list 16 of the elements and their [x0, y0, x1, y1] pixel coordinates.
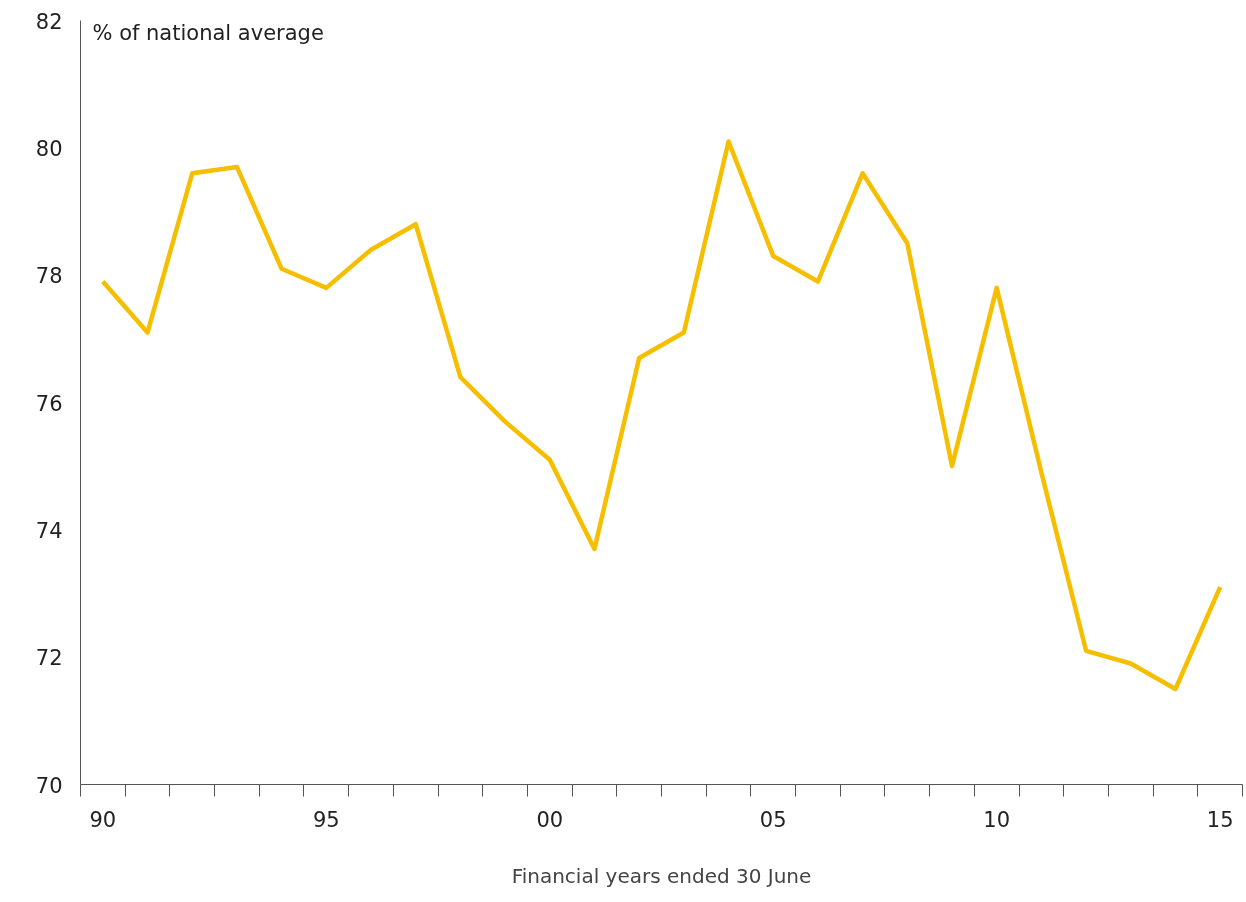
y-tick-label: 76 [35, 391, 63, 416]
y-axis-title: % of national average [92, 20, 324, 45]
x-tick-label: 15 [1206, 807, 1234, 832]
y-tick-label: 74 [35, 518, 63, 543]
x-tick-label: 00 [536, 807, 564, 832]
y-tick-label: 82 [35, 9, 63, 34]
line-series [100, 139, 1223, 692]
y-tick-label: 72 [35, 646, 63, 671]
y-tick-label: 78 [35, 264, 63, 289]
x-tick-label: 05 [759, 807, 787, 832]
y-tick-label: 80 [35, 136, 63, 161]
x-axis-title: Financial years ended 30 June [511, 863, 812, 888]
x-tick-label: 90 [89, 807, 117, 832]
y-tick-label: 70 [35, 773, 63, 798]
x-tick-label: 95 [312, 807, 340, 832]
x-tick-label: 10 [983, 807, 1011, 832]
